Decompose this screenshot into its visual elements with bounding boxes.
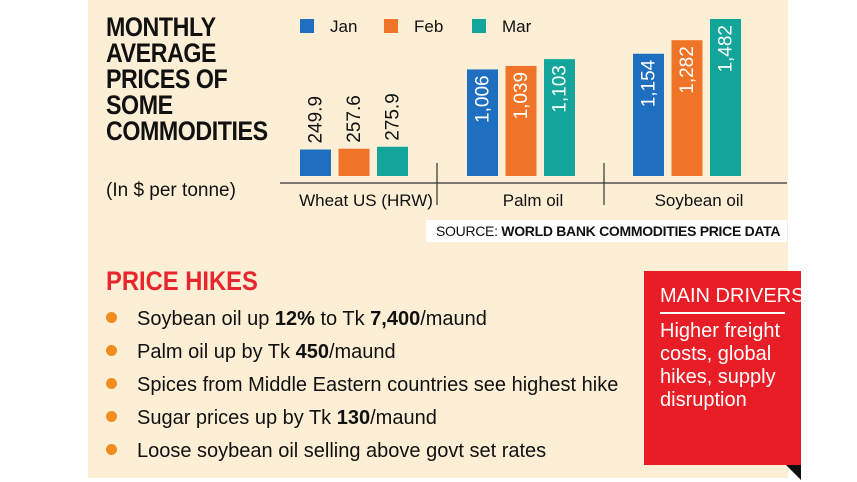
category-label: Wheat US (HRW) — [299, 191, 433, 210]
source-label: SOURCE: — [436, 223, 498, 239]
item-text: /maund — [328, 341, 396, 363]
chart-title: MONTHLY AVERAGE PRICES OF SOME COMMODITI… — [106, 12, 268, 146]
bar — [710, 19, 741, 176]
bullet-dot-icon — [106, 312, 117, 323]
data-label: 1,482 — [716, 25, 737, 73]
data-label: 1,006 — [473, 75, 494, 123]
item-text: /maund — [420, 308, 487, 330]
bar — [338, 148, 370, 176]
bar — [505, 65, 537, 176]
bar-chart: Jan 249.9 1,006 1,154 Feb 257.6 1,039 1,282 Mar 2… — [280, 17, 787, 210]
data-label: 249.9 — [306, 96, 327, 144]
price-hike-item: Soybean oil up 12% to Tk 7,400/maund — [106, 308, 487, 331]
bullet-dot-icon — [106, 411, 117, 422]
bar — [377, 146, 408, 176]
bar — [467, 69, 498, 176]
data-label: 1,039 — [511, 72, 532, 120]
legend-label-jan: Jan — [330, 17, 357, 36]
corner-fold — [786, 465, 801, 480]
price-hike-item: Spices from Middle Eastern countries see… — [106, 374, 618, 397]
highlight-value: 12% — [274, 308, 315, 330]
price-hike-item: Sugar prices up by Tk 130/maund — [106, 407, 437, 430]
item-text: Loose soybean oil selling above govt set… — [137, 440, 547, 462]
price-hike-item: Palm oil up by Tk 450/maund — [106, 341, 396, 364]
bullet-dot-icon — [106, 345, 117, 356]
legend-swatch-mar — [472, 19, 486, 33]
item-text: Palm oil up by Tk — [137, 341, 296, 363]
price-hike-item: Loose soybean oil selling above govt set… — [106, 440, 546, 463]
bar — [544, 59, 575, 177]
item-text: Soybean oil up — [137, 308, 275, 330]
source-text: WORLD BANK COMMODITIES PRICE DATA — [501, 223, 781, 239]
main-drivers-box: MAIN DRIVERS Higher freight costs, globa… — [644, 271, 804, 465]
legend-swatch-jan — [300, 19, 314, 33]
data-label: 1,282 — [677, 46, 698, 94]
item-text: to Tk — [314, 308, 371, 330]
bullet-dot-icon — [106, 444, 117, 455]
item-text: /maund — [370, 407, 437, 429]
highlight-value: 450 — [295, 341, 329, 363]
data-label: 275.9 — [383, 93, 404, 141]
highlight-value: 7,400 — [370, 308, 421, 330]
price-hikes-title: PRICE HIKES — [106, 266, 258, 296]
highlight-value: 130 — [336, 407, 371, 429]
data-label: 1,154 — [639, 59, 660, 107]
legend-label-feb: Feb — [414, 17, 443, 36]
category-label: Soybean oil — [655, 191, 744, 210]
bar — [300, 149, 331, 176]
data-label: 1,103 — [550, 65, 571, 113]
item-text: Spices from Middle Eastern countries see… — [137, 374, 619, 396]
source-note: SOURCE: WORLD BANK COMMODITIES PRICE DAT… — [426, 220, 787, 242]
main-drivers-title: MAIN DRIVERS — [660, 285, 804, 314]
bullet-dot-icon — [106, 378, 117, 389]
main-drivers-text: Higher freight costs, global hikes, supp… — [660, 320, 781, 411]
unit-label: (In $ per tonne) — [106, 180, 236, 201]
bar — [633, 53, 664, 177]
legend-label-mar: Mar — [502, 17, 532, 36]
item-text: Sugar prices up by Tk — [137, 407, 337, 429]
data-label: 257.6 — [344, 95, 365, 143]
category-label: Palm oil — [503, 191, 563, 210]
legend-swatch-feb — [384, 19, 398, 33]
bar — [671, 40, 703, 176]
